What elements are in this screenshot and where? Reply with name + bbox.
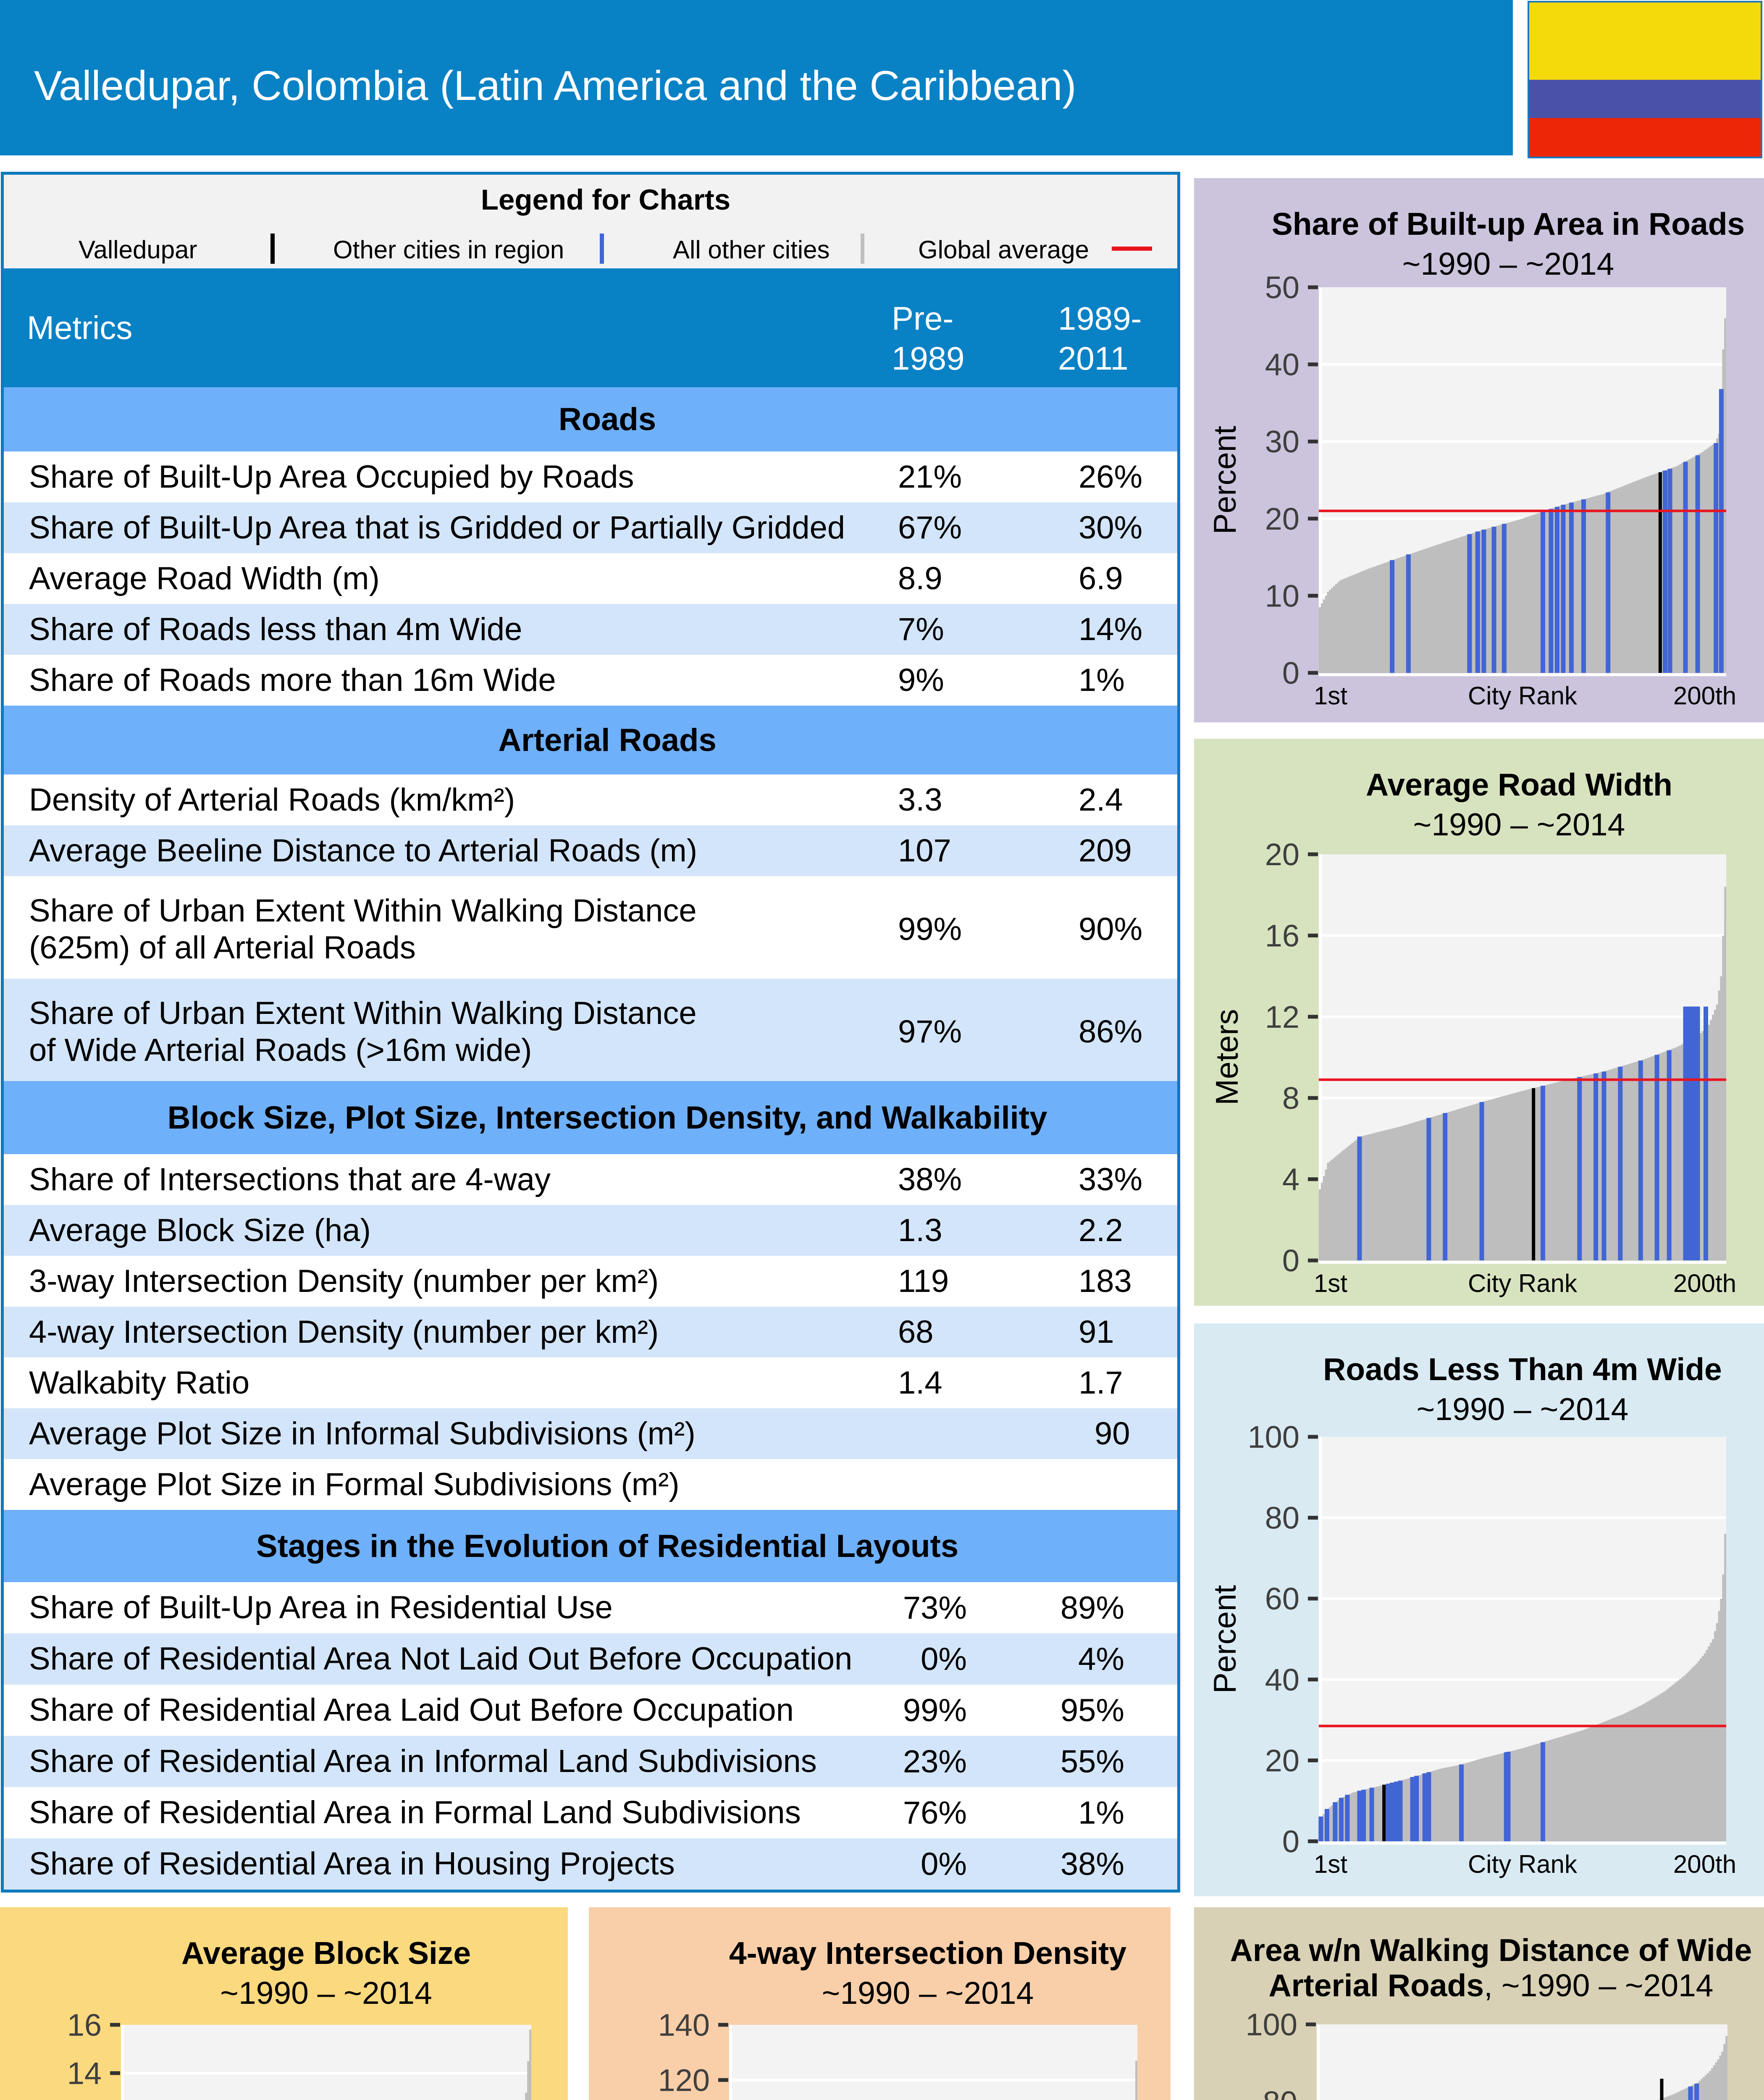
svg-text:80: 80 bbox=[1265, 1501, 1299, 1536]
svg-text:Area w/n Walking Distance of W: Area w/n Walking Distance of Wide bbox=[1230, 1932, 1752, 1968]
svg-text:Average Block Size: Average Block Size bbox=[181, 1935, 471, 1971]
svg-text:1st: 1st bbox=[1314, 1269, 1347, 1297]
svg-text:~1990 – ~2014: ~1990 – ~2014 bbox=[822, 1975, 1034, 2011]
svg-text:Share of Built-up Area in Road: Share of Built-up Area in Roads bbox=[1272, 206, 1745, 242]
svg-text:City Rank: City Rank bbox=[1468, 1850, 1578, 1878]
svg-text:200th: 200th bbox=[1673, 1269, 1736, 1297]
svg-text:Roads Less Than 4m Wide: Roads Less Than 4m Wide bbox=[1323, 1352, 1722, 1387]
svg-text:20: 20 bbox=[1265, 1743, 1299, 1778]
svg-text:12: 12 bbox=[1265, 1000, 1299, 1034]
svg-text:City Rank: City Rank bbox=[1468, 1269, 1578, 1297]
svg-text:16: 16 bbox=[67, 2008, 102, 2042]
svg-text:Meters: Meters bbox=[1209, 1009, 1244, 1105]
svg-text:~1990 – ~2014: ~1990 – ~2014 bbox=[220, 1975, 432, 2011]
svg-text:14: 14 bbox=[67, 2056, 102, 2091]
svg-text:20: 20 bbox=[1265, 837, 1299, 872]
svg-text:200th: 200th bbox=[1673, 682, 1736, 710]
svg-text:1st: 1st bbox=[1314, 682, 1347, 710]
svg-text:1st: 1st bbox=[1314, 1850, 1347, 1878]
svg-text:Arterial Roads, ~1990 – ~2014: Arterial Roads, ~1990 – ~2014 bbox=[1268, 1968, 1713, 2003]
svg-text:100: 100 bbox=[1248, 1420, 1299, 1454]
svg-text:20: 20 bbox=[1265, 501, 1299, 536]
svg-text:~1990 – ~2014: ~1990 – ~2014 bbox=[1402, 246, 1614, 281]
svg-text:30: 30 bbox=[1265, 424, 1299, 459]
svg-text:8: 8 bbox=[1282, 1081, 1299, 1116]
svg-text:0: 0 bbox=[1282, 1243, 1299, 1278]
svg-text:120: 120 bbox=[658, 2063, 710, 2097]
svg-text:10: 10 bbox=[1265, 578, 1299, 613]
svg-text:16: 16 bbox=[1265, 918, 1299, 953]
svg-text:4-way Intersection Density: 4-way Intersection Density bbox=[729, 1935, 1126, 1971]
svg-text:60: 60 bbox=[1265, 1581, 1299, 1616]
svg-text:Average Road Width: Average Road Width bbox=[1366, 767, 1672, 802]
svg-text:200th: 200th bbox=[1673, 1850, 1736, 1878]
svg-text:80: 80 bbox=[1263, 2085, 1297, 2100]
svg-text:Percent: Percent bbox=[1207, 426, 1242, 535]
svg-text:~1990 – ~2014: ~1990 – ~2014 bbox=[1417, 1391, 1629, 1427]
svg-text:40: 40 bbox=[1265, 347, 1299, 382]
svg-text:100: 100 bbox=[1246, 2007, 1297, 2042]
svg-text:Percent: Percent bbox=[1207, 1585, 1242, 1694]
svg-text:140: 140 bbox=[658, 2008, 710, 2042]
svg-text:4: 4 bbox=[1282, 1162, 1299, 1197]
svg-text:0: 0 bbox=[1282, 656, 1299, 690]
svg-text:~1990 – ~2014: ~1990 – ~2014 bbox=[1413, 807, 1625, 842]
svg-text:50: 50 bbox=[1265, 270, 1299, 305]
svg-text:0: 0 bbox=[1282, 1824, 1299, 1859]
svg-text:40: 40 bbox=[1265, 1662, 1299, 1697]
svg-text:City Rank: City Rank bbox=[1468, 682, 1578, 710]
